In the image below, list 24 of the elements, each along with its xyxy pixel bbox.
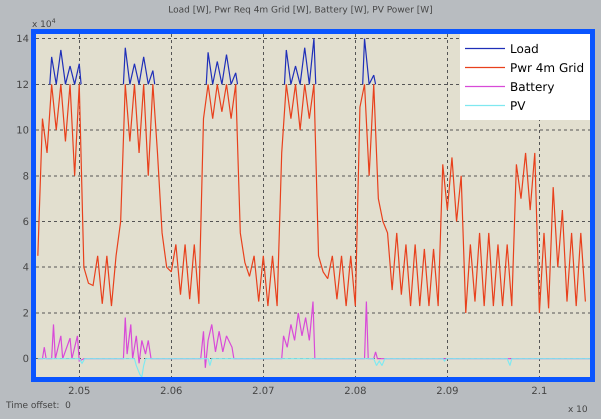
chart-title: Load [W], Pwr Req 4m Grid [W], Battery [W], PV Power [W] bbox=[168, 6, 433, 16]
y-tick-label: 0 bbox=[22, 354, 29, 366]
legend-label: Load bbox=[510, 42, 539, 56]
x-tick-label: 2.05 bbox=[68, 386, 90, 397]
text: x 10 bbox=[568, 405, 588, 415]
line-series bbox=[37, 358, 590, 377]
y-tick-label: 14 bbox=[16, 34, 29, 46]
line-series bbox=[37, 84, 586, 314]
x-tick-label: 2.1 bbox=[531, 386, 548, 397]
y-tick-label: 2 bbox=[22, 308, 29, 320]
legend-label: Pwr 4m Grid bbox=[510, 61, 584, 76]
text: x 10$^{4}$ bbox=[32, 18, 56, 30]
legend-label: Battery bbox=[510, 80, 554, 94]
y-tick-label: 8 bbox=[22, 171, 29, 182]
legend-label: PV bbox=[510, 99, 526, 114]
x-tick-label: 2.06 bbox=[160, 386, 182, 397]
text: Time offset: 0 bbox=[5, 401, 72, 411]
x-tick-label: 2.08 bbox=[344, 386, 366, 397]
x-tick-label: 2.09 bbox=[436, 386, 458, 397]
y-tick-label: 10 bbox=[16, 126, 29, 137]
y-tick-label: 6 bbox=[22, 217, 29, 228]
y-tick-label: 4 bbox=[22, 262, 29, 274]
y-tick-label: 12 bbox=[16, 80, 29, 91]
x-tick-label: 2.07 bbox=[252, 386, 274, 397]
